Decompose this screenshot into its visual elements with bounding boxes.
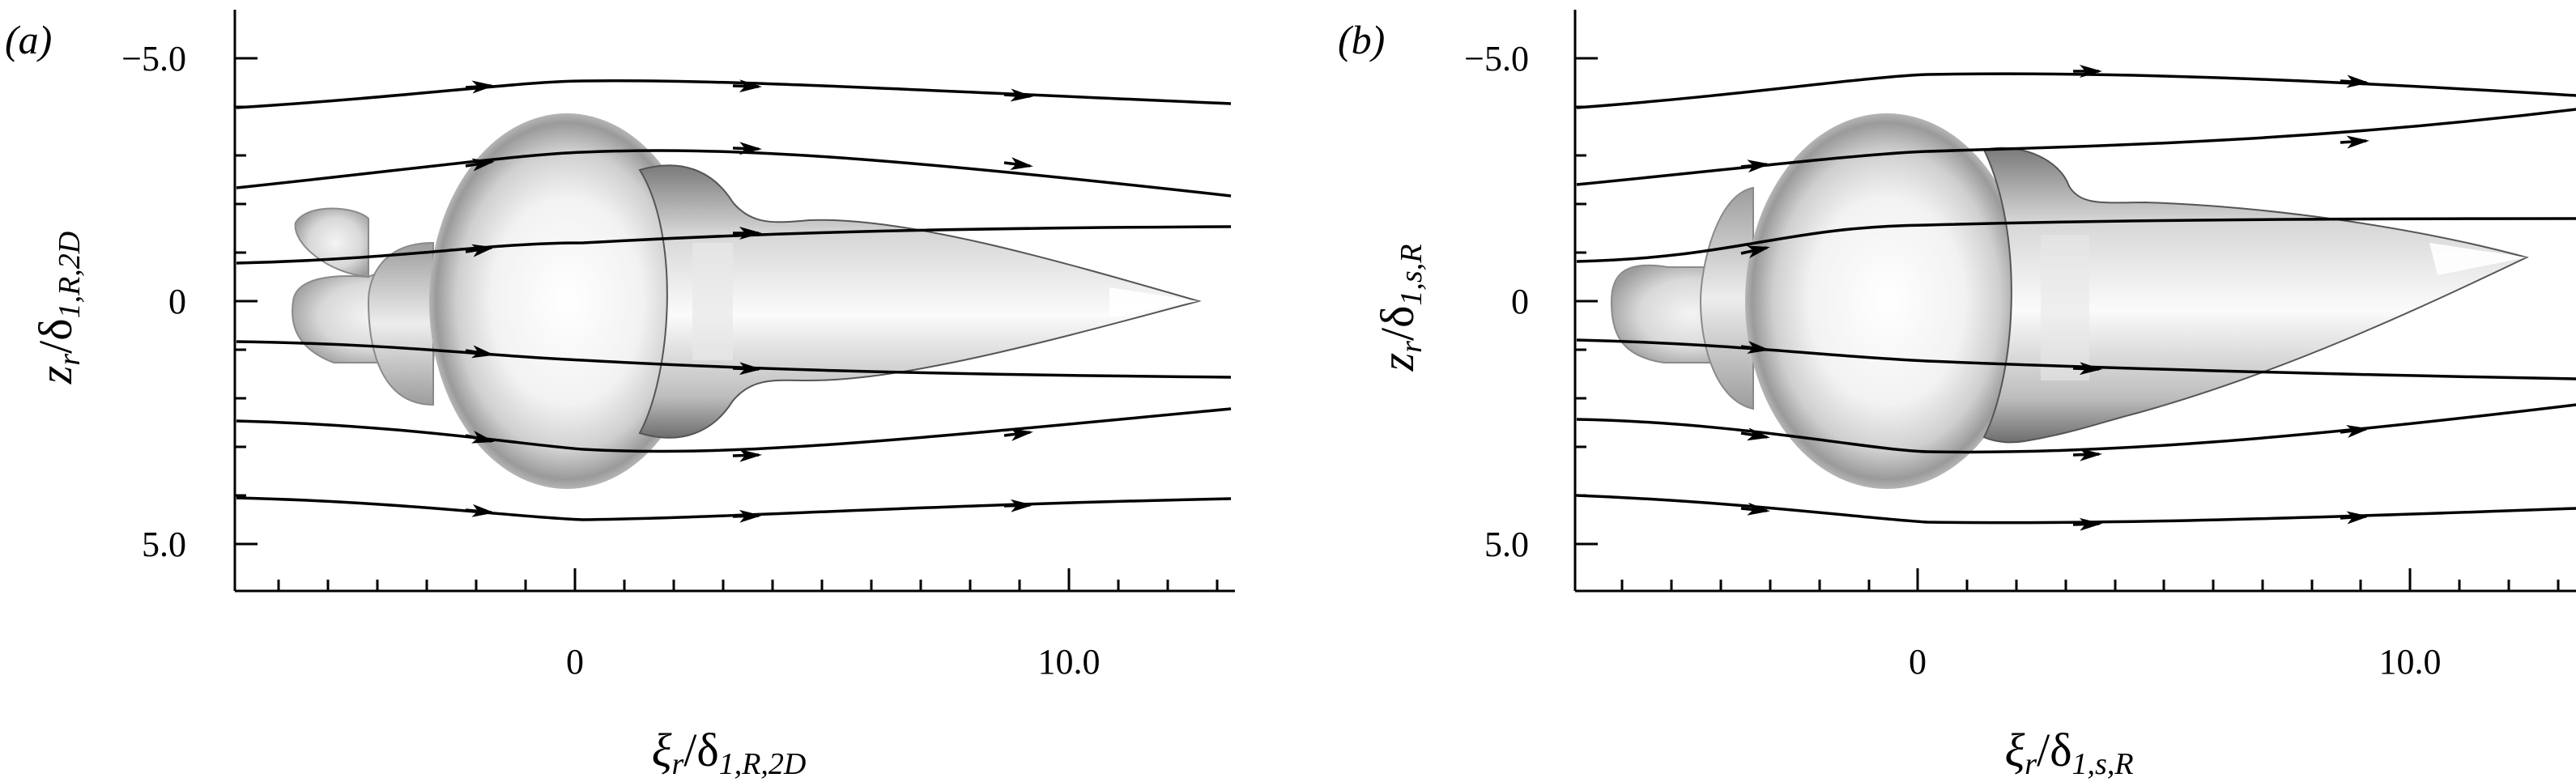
ytick-label-b-2: 5.0 xyxy=(1484,525,1529,564)
xtick-label-a-0: 0 xyxy=(566,642,584,682)
y-ticks-a xyxy=(235,57,258,546)
y-axis-title-b: zr/δ1,s,R xyxy=(1371,244,1429,372)
bubble-body-b xyxy=(1610,113,2529,489)
x-axis-title-a: ξr/δ1,R,2D xyxy=(652,724,807,781)
x-ticks-a xyxy=(277,568,1219,591)
streamline xyxy=(1576,494,2576,525)
x-axis-title-b: ξr/δ1,s,R xyxy=(2004,724,2133,781)
ytick-label-b-1: 0 xyxy=(1511,282,1529,321)
panel-b: (b) xyxy=(1338,10,2576,781)
streamline xyxy=(236,79,1232,109)
y-axis-title-a: zr/δ1,R,2D xyxy=(29,232,87,385)
panel-a: (a) xyxy=(5,10,1235,781)
streamline xyxy=(1576,108,2576,186)
y-ticks-b xyxy=(1575,57,1598,546)
x-ticks-b xyxy=(1620,568,2560,591)
streamlines-a xyxy=(236,79,1232,521)
streamline xyxy=(1576,72,2576,109)
streamline xyxy=(236,149,1232,198)
panel-label-a: (a) xyxy=(5,17,52,62)
streamline xyxy=(1576,338,2576,380)
ytick-label-a-0: −5.0 xyxy=(121,39,186,79)
xtick-label-b-0: 0 xyxy=(1909,642,1927,682)
xtick-label-a-1: 10.0 xyxy=(1038,642,1101,682)
streamline xyxy=(236,407,1232,453)
streamline xyxy=(236,225,1232,265)
panel-label-b: (b) xyxy=(1338,17,1385,62)
streamline xyxy=(1576,217,2576,263)
xtick-label-b-1: 10.0 xyxy=(2379,642,2442,682)
ytick-label-a-1: 0 xyxy=(168,282,186,321)
streamline-arrows-a xyxy=(465,79,1033,523)
streamline-arrows-b xyxy=(1740,65,2369,531)
ytick-label-b-0: −5.0 xyxy=(1464,39,1529,79)
streamline xyxy=(236,496,1232,521)
ytick-label-a-2: 5.0 xyxy=(142,525,186,564)
streamline xyxy=(236,340,1232,379)
